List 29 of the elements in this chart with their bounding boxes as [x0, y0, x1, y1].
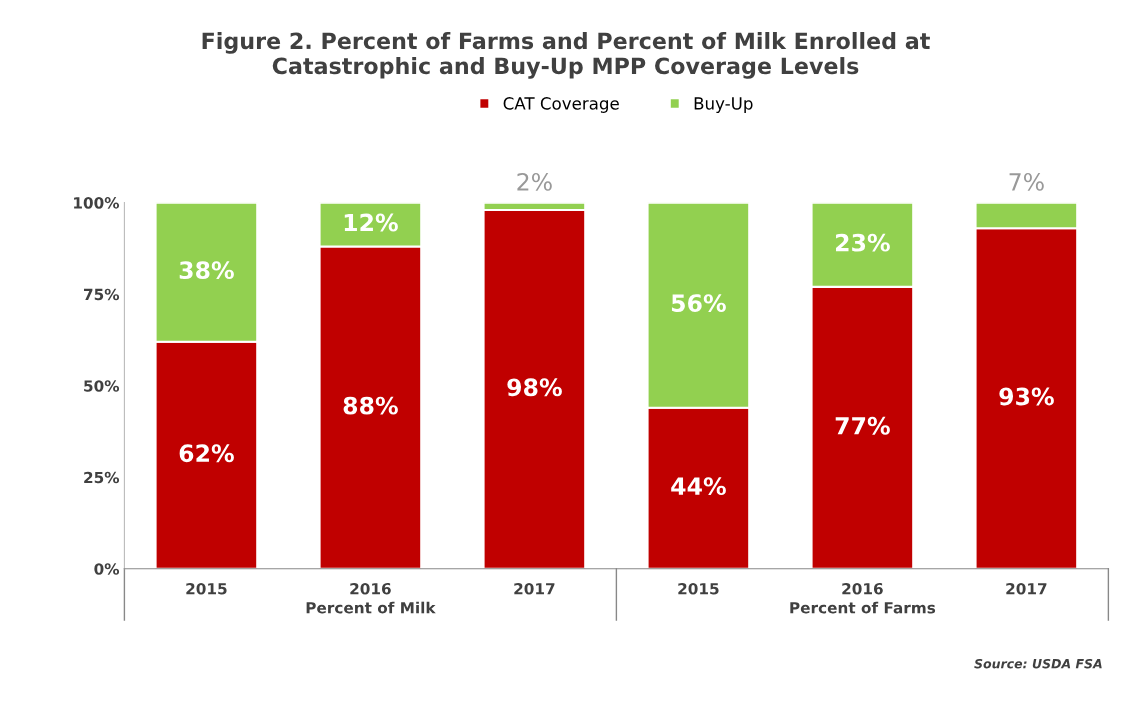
data-label: 38%	[179, 261, 234, 280]
y-tick-label: 25%	[84, 471, 120, 484]
data-label: 98%	[507, 378, 562, 397]
data-label: 2%	[517, 172, 552, 191]
chart-title: Figure 2. Percent of Farms and Percent of Milk Enrolled at Catastrophic and Buy-Up MPP Coverage Levels	[202, 32, 930, 79]
data-label: 77%	[835, 416, 890, 435]
x-tick-label: 2015	[186, 582, 227, 595]
legend-label: Buy-Up	[694, 97, 753, 113]
y-tick-label: 100%	[74, 197, 120, 209]
x-tick-label: 2016	[350, 582, 391, 595]
legend-label: CAT Coverage	[503, 97, 619, 113]
x-tick-label: 2017	[514, 582, 555, 595]
source-note: Source: USDA FSA	[974, 658, 1102, 669]
y-tick-label: 50%	[84, 380, 120, 392]
x-tick-label: 2016	[842, 582, 883, 595]
text: Percent of Farms	[790, 601, 936, 614]
x-tick-label: 2017	[1006, 582, 1047, 595]
y-tick-label: 75%	[84, 288, 120, 301]
text: Percent of Milk	[306, 601, 436, 614]
data-label: 88%	[343, 396, 398, 415]
data-label: 44%	[671, 477, 726, 496]
data-label: 7%	[1009, 172, 1044, 191]
x-tick-label: 2015	[678, 582, 719, 595]
data-label: 23%	[836, 233, 890, 252]
data-label: 56%	[671, 294, 726, 313]
data-label: 62%	[179, 444, 234, 463]
data-label: 12%	[344, 213, 398, 232]
y-tick-label: 0%	[94, 563, 120, 575]
data-label: 93%	[999, 387, 1054, 406]
